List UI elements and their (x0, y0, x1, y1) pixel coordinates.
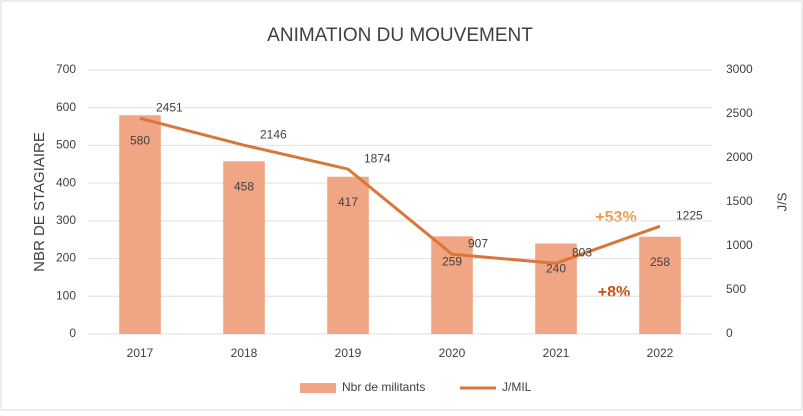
y2-tick-label: 2000 (726, 150, 753, 164)
x-tick-label: 2021 (543, 346, 570, 360)
y-tick-label: 0 (69, 326, 76, 340)
bar (223, 161, 265, 334)
bar-value-label: 258 (650, 255, 670, 269)
y-tick-label: 700 (56, 62, 76, 76)
line-value-label: 803 (572, 246, 592, 260)
y2-tick-label: 1000 (726, 238, 753, 252)
x-tick-label: 2017 (127, 346, 154, 360)
y2-tick-label: 500 (726, 282, 746, 296)
y2-tick-label: 3000 (726, 62, 753, 76)
x-tick-label: 2018 (231, 346, 258, 360)
bar-value-label: 458 (234, 179, 254, 193)
bar-value-label: 417 (338, 195, 358, 209)
line (139, 116, 661, 265)
y2-tick-label: 2500 (726, 106, 753, 120)
bar-value-label: 259 (442, 254, 462, 268)
x-tick-label: 2019 (335, 346, 362, 360)
line-value-label: 2146 (260, 127, 287, 141)
line-value-label: 1225 (676, 208, 703, 222)
line-value-label: 1874 (364, 151, 391, 165)
y2-tick-label: 1500 (726, 194, 753, 208)
y-tick-label: 500 (56, 138, 76, 152)
y2-tick-label: 0 (726, 326, 733, 340)
bar-value-label: 580 (130, 133, 150, 147)
bar (327, 176, 369, 334)
legend-label: Nbr de militants (342, 380, 425, 394)
bar (639, 236, 681, 334)
line-value-label: 907 (468, 236, 488, 250)
chart-title: ANIMATION DU MOUVEMENT (267, 25, 533, 46)
y-axis-label: NBR DE STAGIAIRE (31, 132, 48, 272)
y-tick-label: 100 (56, 288, 76, 302)
bar (431, 236, 473, 334)
y-tick-label: 200 (56, 251, 76, 265)
annotation: +53% (595, 209, 636, 226)
legend-swatch (300, 383, 336, 393)
bar (119, 115, 161, 334)
y-tick-label: 300 (56, 213, 76, 227)
x-tick-label: 2022 (647, 346, 674, 360)
x-tick-label: 2020 (439, 346, 466, 360)
legend-label: J/MIL (502, 380, 532, 394)
line-value-label: 2451 (156, 100, 183, 114)
bar-value-label: 240 (546, 262, 566, 276)
annotation: +8% (598, 284, 630, 301)
y-tick-label: 600 (56, 100, 76, 114)
y2-axis-label: J/S (774, 192, 789, 211)
y-tick-label: 400 (56, 175, 76, 189)
